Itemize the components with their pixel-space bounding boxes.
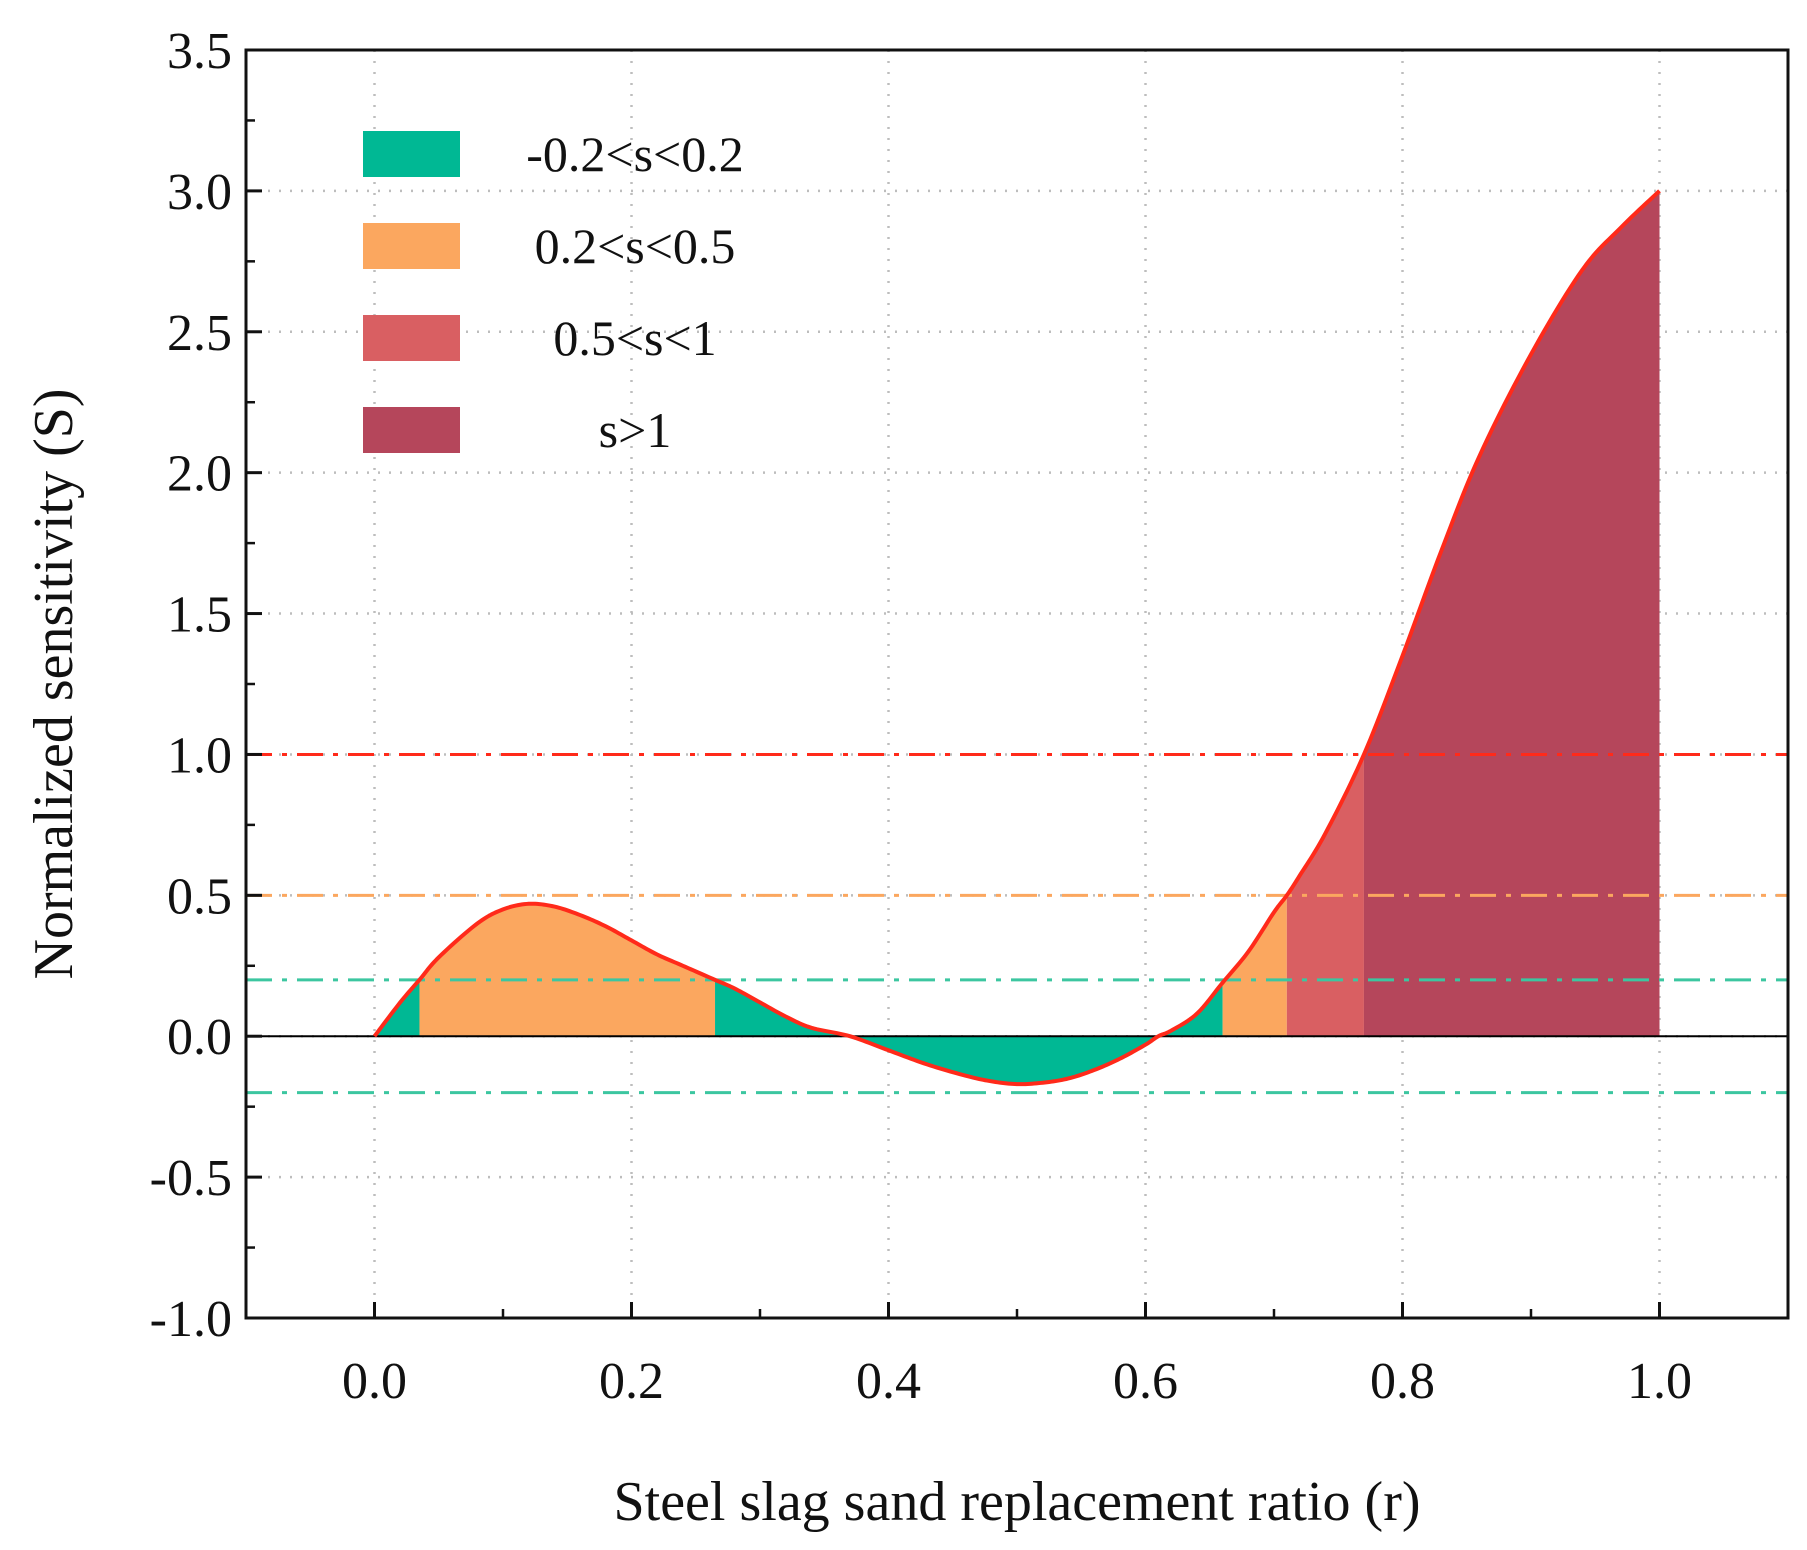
legend-swatch — [363, 131, 460, 177]
y-tick-label: 0.0 — [167, 1009, 232, 1066]
y-tick-label: 0.5 — [167, 868, 232, 925]
legend-label: s>1 — [599, 402, 672, 458]
y-tick-label: 3.5 — [167, 23, 232, 80]
x-tick-label: 0.2 — [599, 1353, 664, 1410]
x-tick-label: 1.0 — [1627, 1353, 1692, 1410]
legend-swatch — [363, 315, 460, 361]
legend-swatch — [363, 407, 460, 453]
legend-swatch — [363, 223, 460, 269]
curve-layer — [372, 189, 1661, 1087]
legend-label: 0.5<s<1 — [553, 310, 716, 366]
x-tick-label: 0.8 — [1370, 1353, 1435, 1410]
y-tick-label: -1.0 — [150, 1291, 232, 1348]
band-s_1 — [1363, 190, 1660, 1037]
legend-label: -0.2<s<0.2 — [526, 126, 744, 182]
y-tick-label: 1.0 — [167, 727, 232, 784]
x-tick-label: 0.6 — [1113, 1353, 1178, 1410]
y-tick-label: 2.0 — [167, 446, 232, 503]
y-tick-label: -0.5 — [150, 1150, 232, 1207]
x-axis-title: Steel slag sand replacement ratio (r) — [614, 1471, 1421, 1533]
legend-label: 0.2<s<0.5 — [535, 218, 736, 274]
sensitivity-curve — [372, 189, 1661, 1087]
y-axis-title: Normalized sensitivity (S) — [23, 388, 85, 979]
band-0.2_s_0.5 — [419, 903, 716, 1037]
legend: -0.2<s<0.2 0.2<s<0.5 0.5<s<1 s>1 — [363, 126, 744, 458]
y-tick-label: 3.0 — [167, 164, 232, 221]
axis-ticks: 0.0 0.2 0.4 0.6 0.8 1.0 -1.0 -0.5 0.0 0.5 1.0 1.5 2.… — [150, 23, 1790, 1410]
reference-lines — [246, 752, 1788, 1095]
y-tick-label: 2.5 — [167, 305, 232, 362]
x-tick-label: 0.0 — [342, 1353, 407, 1410]
band-_0.2_s_0.2 — [715, 979, 1223, 1085]
y-tick-label: 1.5 — [167, 587, 232, 644]
band-0.2_s_0.5 — [1222, 895, 1287, 1037]
x-tick-label: 0.4 — [856, 1353, 921, 1410]
